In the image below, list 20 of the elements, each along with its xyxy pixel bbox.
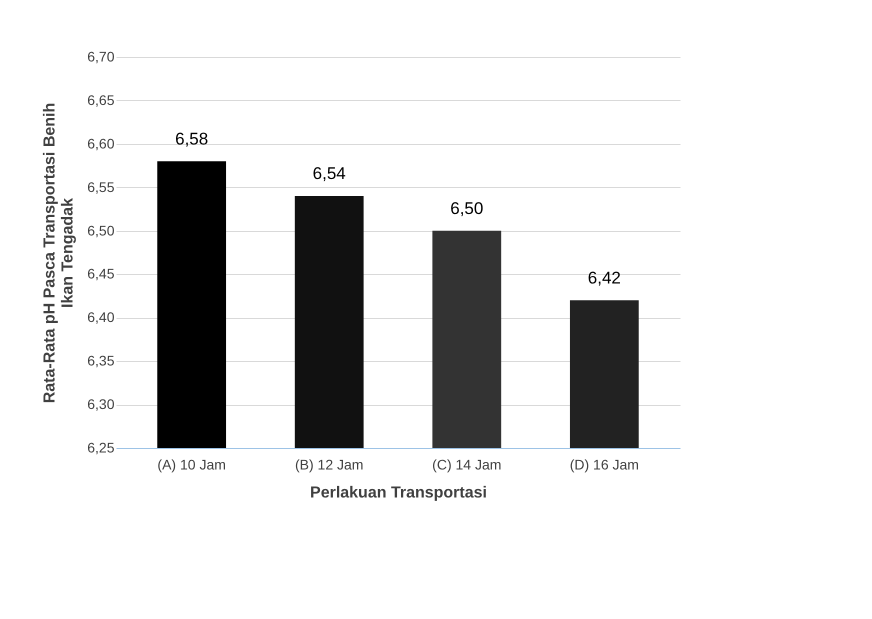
data-label: 6,42: [588, 268, 621, 288]
y-tick-label: 6,30: [87, 396, 115, 412]
x-axis-title: Perlakuan Transportasi: [310, 484, 487, 502]
y-tick-label: 6,35: [87, 352, 115, 369]
x-tick-label: (A) 10 Jam: [157, 456, 226, 472]
x-tick-label: (C) 14 Jam: [432, 456, 502, 472]
y-tick-label: 6,25: [87, 440, 115, 456]
data-label: 6,54: [312, 164, 346, 184]
y-tick-label: 6,40: [87, 309, 115, 326]
y-tick-label: 6,45: [87, 266, 115, 282]
x-tick-label: (B) 12 Jam: [294, 456, 364, 472]
y-axis-title: Rata-Rata pH Pasca Transportasi Benih Ikan Tengadak: [41, 102, 76, 404]
y-tick-label: 6,50: [87, 222, 115, 238]
data-label: 6,58: [175, 129, 208, 148]
y-tick-label: 6,60: [87, 135, 115, 152]
x-tick-label: (D) 16 Jam: [570, 456, 639, 472]
y-tick-label: 6,70: [87, 48, 115, 64]
y-tick-label: 6,55: [87, 178, 115, 195]
data-label: 6,50: [450, 198, 484, 218]
y-tick-label: 6,65: [87, 92, 115, 108]
